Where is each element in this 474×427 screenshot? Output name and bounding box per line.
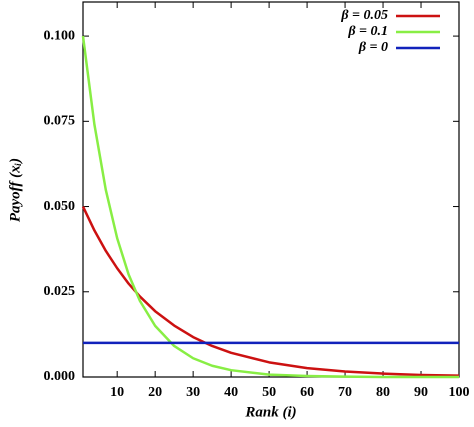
plot-frame: [82, 1, 460, 378]
x-tick-label: 100: [449, 385, 470, 400]
y-tick-label: 0.100: [44, 28, 76, 43]
x-tick-label: 70: [338, 385, 352, 400]
y-tick-label: 0.075: [44, 114, 76, 129]
legend-label: β = 0.1: [347, 24, 388, 39]
x-tick-label: 40: [224, 385, 238, 400]
x-tick-label: 60: [300, 385, 314, 400]
y-tick-label: 0.000: [44, 369, 76, 384]
x-tick-label: 10: [110, 385, 124, 400]
y-tick-label: 0.050: [44, 199, 76, 214]
x-axis-label: Rank (i): [244, 404, 296, 420]
x-tick-label: 30: [186, 385, 200, 400]
series-line: [81, 35, 459, 379]
x-tick-label: 80: [376, 385, 390, 400]
legend-label: β = 0.05: [340, 8, 388, 23]
series-line: [81, 206, 460, 377]
x-tick-label: 50: [262, 385, 276, 400]
y-axis-label: Payoff (xᵢ): [7, 158, 23, 222]
y-tick-label: 0.025: [44, 284, 76, 299]
legend-label: β = 0: [358, 40, 388, 55]
x-tick-label: 90: [414, 385, 428, 400]
x-tick-label: 20: [148, 385, 162, 400]
